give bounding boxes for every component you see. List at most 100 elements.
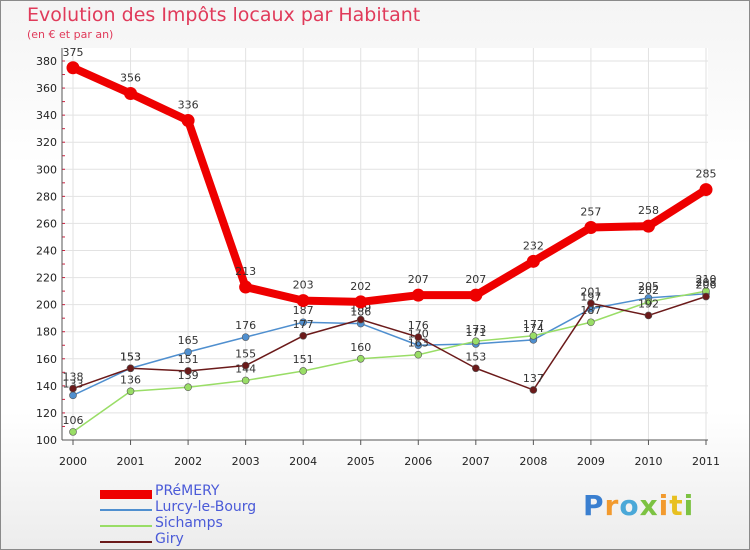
data-label: 153 [465, 350, 486, 363]
data-label: 207 [408, 273, 429, 286]
data-point [469, 288, 483, 302]
x-tick-label: 2001 [117, 455, 145, 468]
data-point [69, 391, 77, 400]
y-tick-label: 160 [36, 353, 57, 366]
y-tick-label: 380 [36, 55, 57, 68]
data-point [529, 386, 538, 394]
data-point [126, 387, 135, 396]
logo-letter: x [639, 489, 659, 522]
data-label: 205 [638, 280, 659, 293]
data-label: 207 [465, 273, 486, 286]
data-label: 197 [580, 291, 601, 304]
data-point [184, 348, 192, 356]
x-tick-label: 2010 [634, 455, 662, 468]
data-label: 176 [235, 319, 256, 332]
logo-letter: r [604, 489, 620, 522]
data-label: 171 [465, 326, 486, 339]
y-tick-label: 240 [36, 245, 57, 258]
data-point [241, 361, 250, 370]
data-point [124, 86, 138, 100]
data-label: 202 [350, 280, 371, 293]
data-point [299, 318, 307, 327]
y-tick-label: 300 [36, 163, 57, 176]
data-point [644, 298, 653, 306]
data-label: 375 [63, 46, 84, 59]
series-line [72, 293, 707, 397]
data-point [241, 333, 250, 341]
data-label: 203 [293, 279, 314, 292]
data-point [414, 350, 423, 359]
logo-letter: t [669, 489, 684, 522]
legend-swatch [100, 541, 152, 543]
data-point [69, 428, 77, 436]
data-point [414, 341, 423, 350]
x-tick-label: 2008 [519, 455, 547, 468]
series-line [72, 295, 707, 391]
data-label: 232 [523, 239, 544, 252]
data-label: 151 [293, 353, 314, 366]
y-tick-label: 340 [36, 109, 57, 122]
y-tick-label: 180 [36, 326, 57, 339]
data-point [356, 354, 365, 363]
logo-letter: o [619, 489, 640, 522]
y-tick-label: 100 [36, 434, 57, 447]
y-tick-label: 120 [36, 407, 57, 420]
data-point [702, 292, 710, 301]
data-point [354, 295, 368, 309]
x-tick-label: 2000 [59, 455, 87, 468]
data-point [66, 61, 80, 75]
legend-swatch [100, 525, 152, 527]
data-label: 258 [638, 204, 659, 217]
y-tick-label: 280 [36, 190, 57, 203]
y-tick-label: 220 [36, 272, 57, 285]
data-point [126, 364, 135, 373]
data-label: 174 [523, 322, 544, 335]
data-point [184, 367, 192, 375]
data-label: 155 [235, 348, 256, 361]
logo-letter: P [583, 489, 605, 522]
legend-swatch [100, 509, 152, 511]
data-label: 153 [120, 350, 141, 363]
data-label: 208 [696, 276, 717, 289]
x-tick-label: 2009 [577, 455, 605, 468]
x-tick-label: 2011 [692, 455, 720, 468]
data-label: 177 [523, 318, 544, 331]
data-point [587, 299, 595, 308]
chart-title: Evolution des Impôts locaux par Habitant [27, 4, 421, 26]
data-label: 201 [580, 285, 601, 298]
data-point [411, 288, 425, 302]
chart-subtitle: (en € et par an) [27, 28, 114, 41]
data-label: 160 [350, 341, 371, 354]
data-label: 186 [350, 306, 371, 319]
data-label: 138 [63, 371, 84, 384]
data-label: 202 [638, 284, 659, 297]
data-label: 285 [696, 168, 717, 181]
data-point [296, 294, 310, 308]
legend-label: PRéMERY [155, 483, 220, 499]
data-point [181, 114, 195, 128]
data-point [472, 364, 480, 373]
data-point [472, 337, 480, 345]
logo-letter: i [658, 489, 670, 522]
proxiti-logo: Proxiti [583, 489, 694, 522]
data-label: 257 [580, 205, 601, 218]
data-label: 153 [120, 350, 141, 363]
data-point [241, 376, 250, 385]
data-point [587, 318, 595, 327]
legend-label: Giry [155, 531, 184, 547]
data-label: 136 [120, 373, 141, 386]
x-tick-label: 2003 [232, 455, 260, 468]
x-tick-label: 2005 [347, 455, 375, 468]
x-tick-label: 2004 [289, 455, 317, 468]
data-label: 210 [696, 273, 717, 286]
data-point [584, 220, 598, 234]
legend-label: Lurcy-le-Bourg [155, 499, 257, 515]
data-label: 187 [580, 304, 601, 317]
logo-letter: i [683, 489, 695, 522]
legend-swatch [100, 489, 152, 499]
data-point [529, 331, 538, 340]
data-label: 137 [523, 372, 544, 385]
y-tick-label: 360 [36, 82, 57, 95]
data-point [526, 254, 540, 268]
